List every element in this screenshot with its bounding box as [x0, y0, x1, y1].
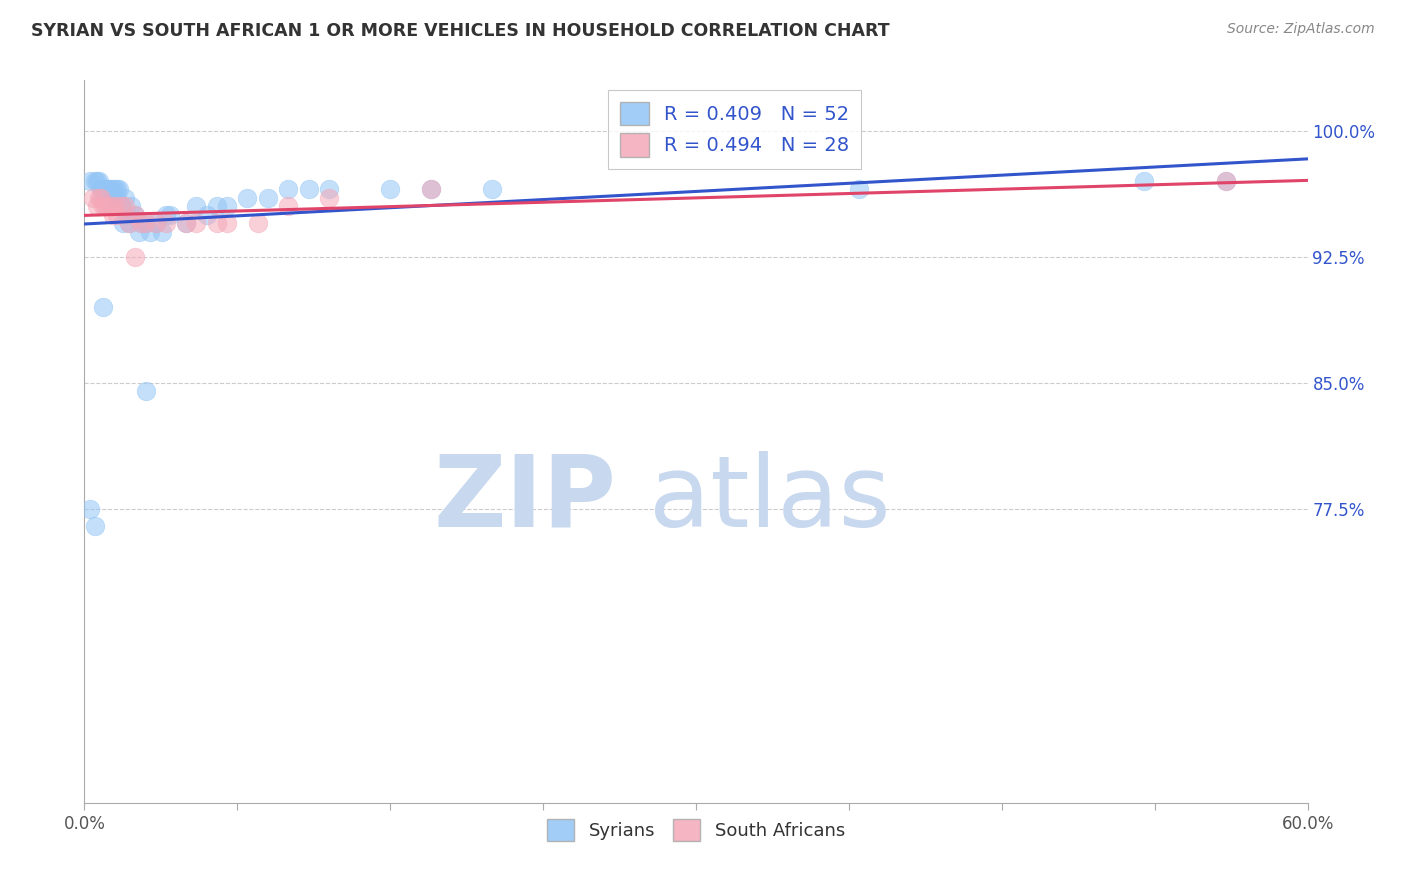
Point [100, 182, 122, 196]
Point [79, 501, 101, 516]
Point [82, 191, 104, 205]
Point [135, 216, 157, 230]
Point [90, 182, 112, 196]
Point [101, 182, 124, 196]
Point [100, 191, 122, 205]
Point [114, 191, 136, 205]
Point [1215, 174, 1237, 188]
Point [155, 208, 177, 222]
Point [277, 199, 299, 213]
Point [83, 174, 105, 188]
Point [79, 174, 101, 188]
Text: Source: ZipAtlas.com: Source: ZipAtlas.com [1227, 22, 1375, 37]
Point [1133, 174, 1156, 188]
Point [108, 182, 131, 196]
Point [91, 182, 114, 196]
Point [135, 384, 157, 398]
Point [86, 174, 108, 188]
Point [420, 182, 443, 196]
Point [93, 182, 115, 196]
Point [104, 191, 127, 205]
Point [318, 191, 340, 205]
Text: ZIP: ZIP [433, 450, 616, 548]
Point [96, 182, 118, 196]
Point [159, 208, 181, 222]
Point [205, 216, 228, 230]
Point [145, 216, 167, 230]
Point [105, 182, 128, 196]
Point [83, 518, 105, 533]
Point [138, 225, 160, 239]
Point [195, 208, 218, 222]
Point [101, 208, 124, 222]
Point [93, 199, 115, 213]
Point [1215, 174, 1237, 188]
Point [91, 191, 114, 205]
Point [277, 182, 299, 196]
Point [128, 225, 150, 239]
Point [186, 216, 208, 230]
Point [105, 208, 128, 222]
Point [96, 199, 118, 213]
Point [131, 216, 153, 230]
Point [104, 182, 127, 196]
Point [118, 216, 141, 230]
Point [86, 199, 108, 213]
Legend: Syrians, South Africans: Syrians, South Africans [540, 812, 852, 848]
Point [318, 182, 340, 196]
Point [97, 191, 120, 205]
Point [97, 182, 120, 196]
Point [150, 225, 173, 239]
Point [91, 300, 114, 314]
Point [110, 199, 132, 213]
Point [93, 191, 115, 205]
Point [115, 208, 138, 222]
Point [91, 199, 114, 213]
Point [120, 199, 142, 213]
Point [481, 182, 503, 196]
Point [112, 216, 135, 230]
Point [380, 182, 402, 196]
Point [114, 199, 136, 213]
Point [174, 216, 197, 230]
Point [145, 216, 167, 230]
Point [155, 216, 177, 230]
Point [104, 199, 127, 213]
Point [101, 199, 124, 213]
Point [217, 216, 239, 230]
Point [118, 216, 141, 230]
Point [257, 191, 280, 205]
Point [90, 191, 112, 205]
Point [110, 199, 132, 213]
Point [124, 250, 146, 264]
Point [420, 182, 443, 196]
Point [205, 199, 228, 213]
Point [236, 191, 259, 205]
Point [848, 182, 870, 196]
Text: atlas: atlas [648, 450, 890, 548]
Point [124, 208, 146, 222]
Point [246, 216, 269, 230]
Text: SYRIAN VS SOUTH AFRICAN 1 OR MORE VEHICLES IN HOUSEHOLD CORRELATION CHART: SYRIAN VS SOUTH AFRICAN 1 OR MORE VEHICL… [31, 22, 890, 40]
Point [124, 208, 146, 222]
Point [186, 199, 208, 213]
Point [298, 182, 321, 196]
Point [217, 199, 239, 213]
Point [87, 191, 110, 205]
Point [131, 216, 153, 230]
Point [174, 216, 197, 230]
Point [100, 199, 122, 213]
Point [87, 174, 110, 188]
Point [135, 216, 157, 230]
Point [105, 191, 128, 205]
